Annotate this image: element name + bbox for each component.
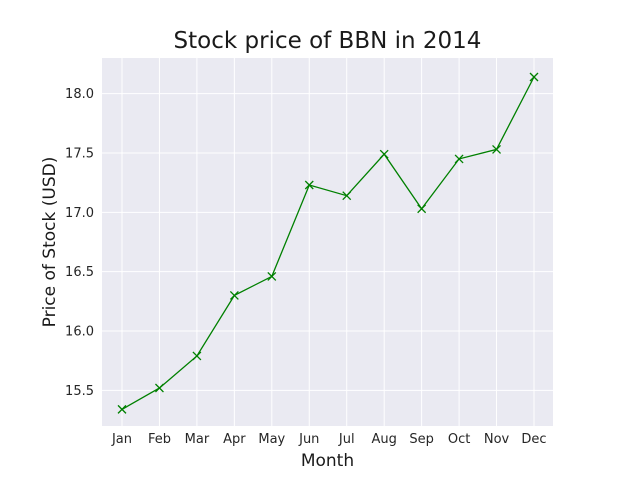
y-tick-label: 17.0 (65, 206, 94, 221)
series-line (121, 76, 535, 410)
y-tick-labels: 15.5 16.0 16.5 17.0 17.5 18.0 (65, 87, 94, 399)
x-tick-labels: Jan Feb Mar Apr May Jun Jul Aug Sep Oct Nov Dec (111, 432, 547, 447)
x-tick-label: Apr (223, 432, 246, 447)
y-tick-label: 15.5 (65, 384, 94, 399)
data-point (529, 72, 539, 82)
plot-area (102, 58, 553, 426)
x-tick-label: Mar (185, 432, 210, 447)
data-point (154, 383, 164, 393)
chart-title: Stock price of BBN in 2014 (174, 28, 482, 54)
x-axis-label: Month (301, 451, 354, 471)
x-tick-label: Feb (148, 432, 171, 447)
y-tick-label: 17.5 (65, 146, 94, 161)
data-point (379, 149, 389, 159)
y-tick-label: 16.0 (65, 325, 94, 340)
y-tick-label: 18.0 (65, 87, 94, 102)
x-tick-label: Jul (338, 432, 355, 447)
x-tick-label: May (258, 432, 285, 447)
x-tick-label: Jan (111, 432, 132, 447)
data-point (417, 204, 427, 214)
data-point (454, 154, 464, 164)
data-point (117, 404, 127, 414)
data-point (267, 271, 277, 281)
x-tick-label: Aug (371, 432, 396, 447)
series-line-layer (121, 76, 535, 410)
data-point (192, 351, 202, 361)
grid (102, 58, 553, 426)
data-point (304, 180, 314, 190)
x-tick-label: Dec (521, 432, 546, 447)
y-axis-label: Price of Stock (USD) (40, 157, 60, 328)
data-point (342, 191, 352, 201)
marker-layer (117, 72, 539, 414)
x-tick-label: Jun (298, 432, 319, 447)
data-point (229, 290, 239, 300)
x-tick-label: Nov (484, 432, 510, 447)
x-tick-label: Oct (448, 432, 470, 447)
x-tick-label: Sep (409, 432, 434, 447)
y-tick-label: 16.5 (65, 265, 94, 280)
data-point (492, 144, 502, 154)
